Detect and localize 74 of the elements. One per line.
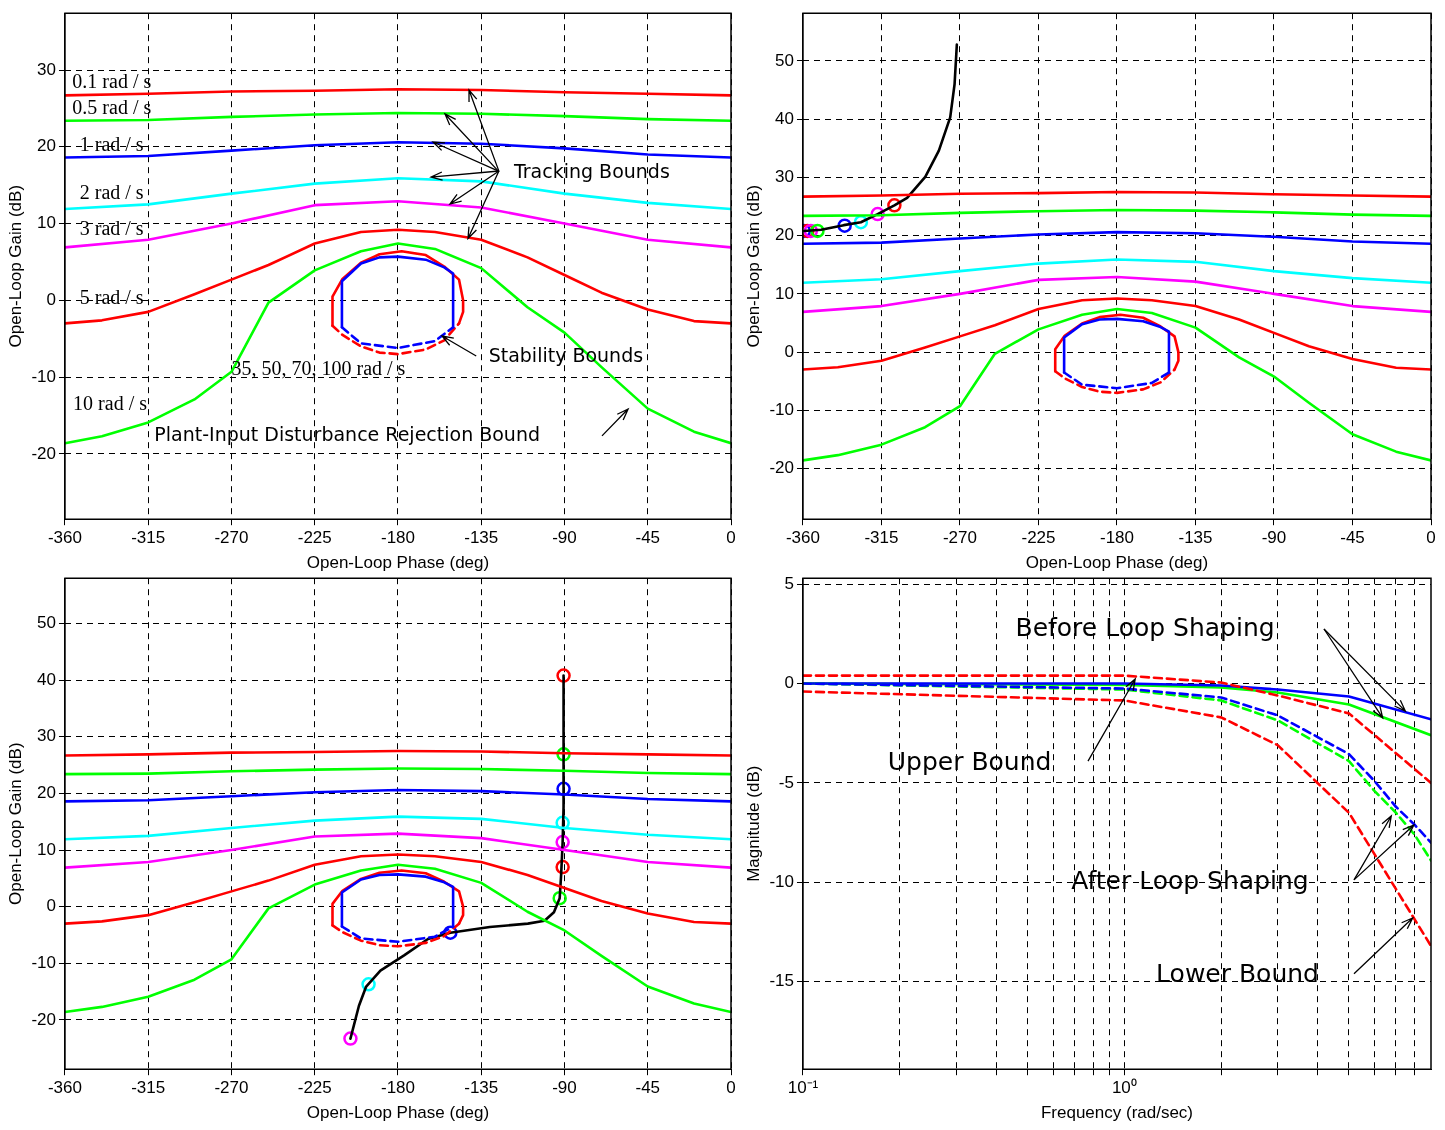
x-tick-label: 10⁰ [1111, 1078, 1137, 1098]
y-tick-label: 0 [46, 290, 56, 310]
annotation: 1 rad / s [79, 133, 144, 156]
x-tick-label: 0 [726, 528, 736, 548]
y-tick-label: 30 [775, 167, 794, 187]
annotation: 2 rad / s [79, 180, 144, 203]
x-tick-label: -360 [785, 528, 820, 548]
x-axis-title: Open-Loop Phase (deg) [306, 553, 490, 573]
x-tick-label: -180 [1099, 528, 1134, 548]
y-tick-label: -5 [778, 772, 794, 792]
x-tick-label: -270 [942, 528, 977, 548]
x-tick-label: -90 [1261, 528, 1287, 548]
x-tick-label: -180 [380, 528, 415, 548]
y-tick-label: 20 [37, 783, 56, 803]
x-tick-label: -225 [1021, 528, 1056, 548]
y-tick-label: 50 [37, 613, 56, 633]
y-tick-label: -10 [769, 400, 794, 419]
y-tick-label: 30 [37, 726, 56, 746]
y-tick-label: 0 [46, 896, 56, 916]
y-tick-label: -10 [31, 366, 56, 386]
y-tick-label: 30 [37, 59, 56, 79]
x-tick-label: -270 [214, 528, 249, 548]
x-tick-label: -135 [464, 528, 499, 548]
x-tick-label: -315 [131, 1078, 166, 1098]
x-tick-label: -225 [297, 528, 332, 548]
y-tick-label: -20 [31, 1009, 56, 1029]
y-axis-title: Open-Loop Gain (dB) [743, 184, 763, 348]
x-tick-label: -360 [47, 1078, 82, 1098]
annotation: Before Loop Shaping [1015, 613, 1275, 643]
x-tick-label: 10⁻¹ [787, 1078, 819, 1098]
y-tick-label: 0 [784, 341, 794, 361]
x-tick-label: -180 [380, 1078, 415, 1098]
y-axis-title: Open-Loop Gain (dB) [5, 742, 25, 905]
y-tick-label: 50 [775, 50, 794, 70]
annotation: 10 rad / s [73, 392, 148, 415]
annotation: Tracking Bounds [512, 159, 670, 182]
x-tick-label: -90 [552, 528, 577, 548]
x-tick-label: -270 [214, 1078, 249, 1098]
y-tick-label: 5 [784, 573, 794, 593]
x-tick-label: -45 [635, 1078, 661, 1098]
y-tick-label: -15 [769, 971, 794, 991]
annotation: 3 rad / s [79, 216, 144, 239]
x-tick-label: -135 [464, 1078, 499, 1098]
y-tick-label: -20 [31, 443, 56, 463]
x-tick-label: -360 [47, 528, 82, 548]
x-tick-label: -45 [635, 528, 661, 548]
annotation: 35, 50, 70, 100 rad / s [231, 356, 406, 379]
x-tick-label: 0 [1426, 528, 1436, 548]
x-axis-title: Open-Loop Phase (deg) [306, 1103, 490, 1123]
x-tick-label: -45 [1340, 528, 1365, 548]
y-tick-label: 20 [37, 136, 56, 156]
y-axis-title: Magnitude (dB) [743, 765, 763, 882]
y-tick-label: 40 [37, 669, 56, 689]
x-tick-label: -90 [552, 1078, 577, 1098]
x-tick-label: 0 [726, 1078, 736, 1098]
x-tick-label: -315 [864, 528, 899, 548]
y-tick-label: -10 [769, 872, 794, 892]
y-tick-label: 20 [775, 225, 794, 245]
y-tick-label: -10 [31, 952, 56, 972]
y-tick-label: 10 [775, 283, 794, 303]
y-tick-label: 40 [775, 108, 794, 128]
y-axis-title: Open-Loop Gain (dB) [5, 184, 25, 348]
annotation: Plant-Input Disturbance Rejection Bound [154, 423, 541, 446]
x-tick-label: -135 [1178, 528, 1213, 548]
annotation: 0.1 rad / s [72, 70, 152, 93]
x-tick-label: -315 [131, 528, 166, 548]
y-tick-label: -20 [769, 458, 794, 478]
y-tick-label: 10 [37, 213, 56, 233]
x-axis-title: Frequency (rad/sec) [1040, 1103, 1194, 1123]
annotation: Upper Bound [887, 746, 1052, 776]
x-tick-label: -225 [297, 1078, 332, 1098]
y-tick-label: 0 [784, 673, 794, 693]
x-axis-title: Open-Loop Phase (deg) [1025, 553, 1209, 573]
y-tick-label: 10 [37, 839, 56, 859]
